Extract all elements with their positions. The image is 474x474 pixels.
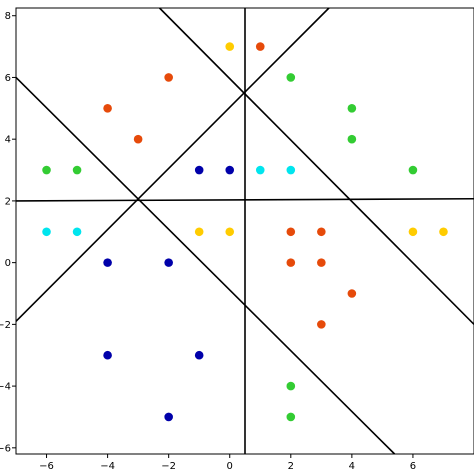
data-point — [317, 320, 326, 329]
data-point — [317, 227, 326, 237]
data-point — [42, 165, 51, 175]
data-point — [194, 165, 204, 175]
boundary-line — [15, 7, 330, 322]
y-tick-label: 4 — [5, 135, 11, 146]
data-points — [42, 42, 448, 422]
x-tick-label: −6 — [39, 461, 54, 472]
data-point — [255, 42, 265, 51]
y-axis-ticks: −6 −4 −2 0 2 4 6 8 — [0, 11, 16, 454]
boundary-line — [15, 76, 396, 455]
boundary-lines — [15, 7, 474, 455]
x-tick-label: 0 — [227, 461, 233, 472]
data-point — [286, 165, 296, 175]
data-point — [317, 258, 326, 267]
data-point — [42, 227, 51, 237]
x-tick-label: 4 — [349, 461, 355, 472]
data-point — [225, 227, 235, 237]
y-tick-label: −2 — [0, 320, 11, 331]
y-tick-label: 0 — [5, 258, 11, 269]
data-point — [103, 258, 112, 267]
y-tick-label: −4 — [0, 382, 11, 393]
data-point — [408, 227, 418, 237]
data-point — [347, 134, 357, 144]
data-point — [286, 73, 296, 82]
data-point — [347, 289, 357, 298]
boundary-line — [158, 7, 474, 325]
data-point — [164, 412, 173, 422]
data-point — [439, 227, 448, 237]
data-point — [225, 42, 235, 51]
x-tick-label: 6 — [410, 461, 416, 472]
data-point — [72, 227, 82, 237]
data-point — [103, 104, 112, 113]
data-point — [408, 165, 418, 175]
x-tick-label: −2 — [161, 461, 176, 472]
x-tick-label: 2 — [288, 461, 294, 472]
data-point — [103, 350, 112, 360]
data-point — [133, 134, 143, 144]
data-point — [347, 104, 357, 113]
data-point — [225, 165, 235, 175]
data-point — [194, 227, 204, 237]
data-point — [255, 165, 265, 175]
data-point — [286, 381, 296, 391]
y-tick-label: −6 — [0, 443, 11, 454]
y-tick-label: 6 — [5, 73, 11, 84]
data-point — [72, 165, 82, 175]
x-axis-ticks: −6 −4 −2 0 2 4 6 — [39, 454, 416, 472]
data-point — [286, 412, 296, 422]
data-point — [286, 258, 296, 267]
y-tick-label: 2 — [5, 196, 11, 207]
data-point — [164, 258, 173, 267]
data-point — [286, 227, 296, 237]
x-tick-label: −4 — [100, 461, 115, 472]
data-point — [194, 350, 204, 360]
y-tick-label: 8 — [5, 11, 11, 22]
data-point — [164, 73, 173, 82]
boundary-line — [15, 197, 474, 202]
